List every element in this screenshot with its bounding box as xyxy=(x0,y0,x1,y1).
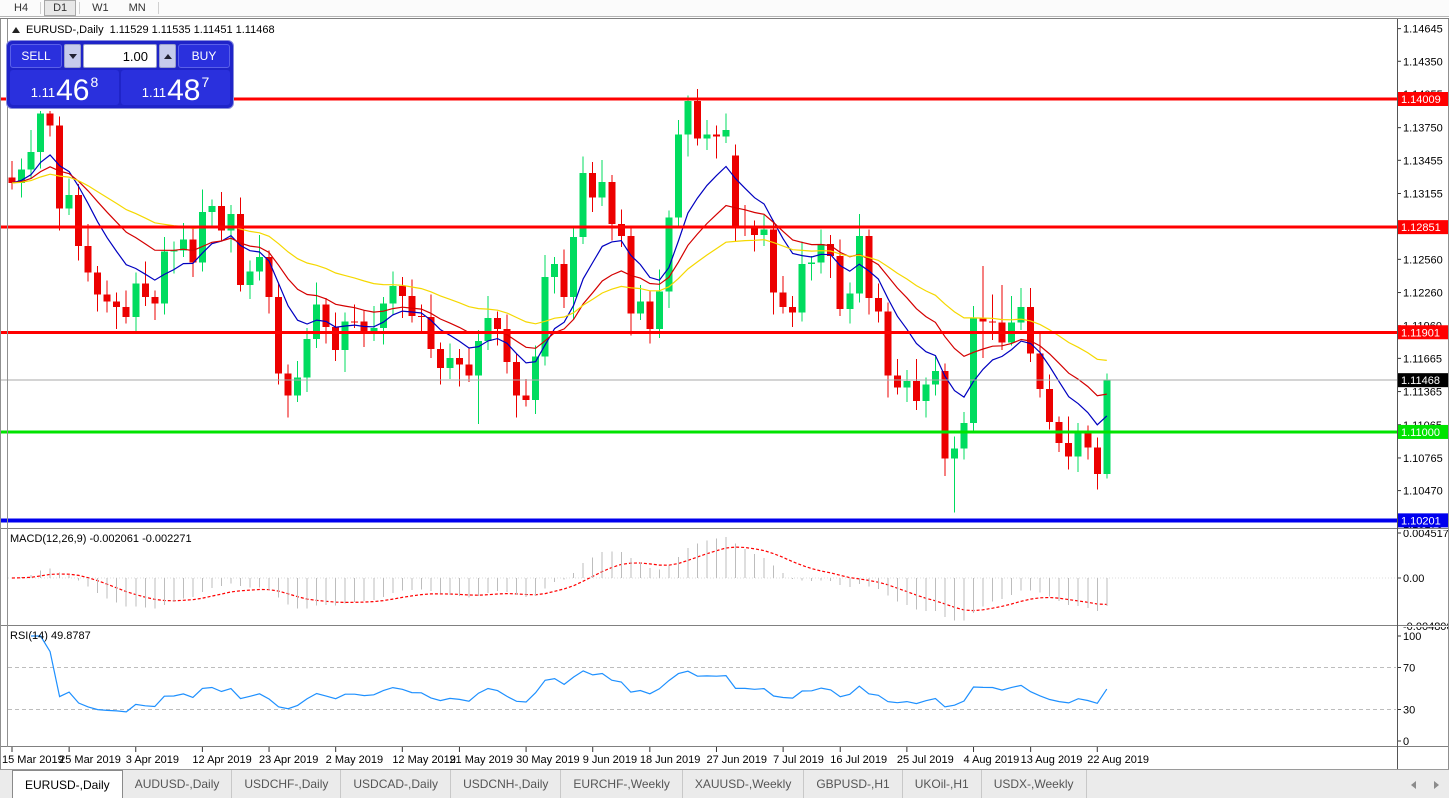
toolbar-separator xyxy=(157,2,159,14)
one-click-trading-panel: SELL BUY 1.11 46 8 1.11 48 7 xyxy=(6,40,234,109)
toolbar-separator xyxy=(40,2,42,14)
horizontal-level-lines xyxy=(1,97,1397,523)
svg-text:12 Apr 2019: 12 Apr 2019 xyxy=(192,754,251,766)
tab-ukoil-h1[interactable]: UKOil-,H1 xyxy=(903,770,982,798)
svg-text:1.13750: 1.13750 xyxy=(1403,123,1443,135)
buy-price-display[interactable]: 1.11 48 7 xyxy=(121,70,230,105)
svg-text:12 May 2019: 12 May 2019 xyxy=(392,754,456,766)
svg-text:1.11665: 1.11665 xyxy=(1403,353,1442,365)
svg-text:100: 100 xyxy=(1403,631,1421,643)
buy-price-prefix: 1.11 xyxy=(141,85,167,100)
macd-label: MACD(12,26,9) -0.002061 -0.002271 xyxy=(10,533,192,545)
tab-scroll-controls xyxy=(1411,770,1439,799)
svg-text:1.10470: 1.10470 xyxy=(1403,486,1443,498)
timeframe-toolbar: H4 D1 W1 MN xyxy=(0,0,1449,17)
svg-text:15 Mar 2019: 15 Mar 2019 xyxy=(2,754,64,766)
svg-text:23 Apr 2019: 23 Apr 2019 xyxy=(259,754,318,766)
svg-text:1.10765: 1.10765 xyxy=(1403,453,1443,465)
tab-eurusd-daily[interactable]: EURUSD-,Daily xyxy=(12,770,123,798)
svg-text:18 Jun 2019: 18 Jun 2019 xyxy=(640,754,701,766)
svg-text:30: 30 xyxy=(1403,705,1415,717)
candlestick-chart-surface[interactable]: 1.146451.143501.140551.137501.134551.131… xyxy=(0,18,1449,769)
svg-text:1.11468: 1.11468 xyxy=(1401,375,1440,387)
symbol-tab-bar: EURUSD-,Daily AUDUSD-,Daily USDCHF-,Dail… xyxy=(0,769,1449,798)
macd-signal-line xyxy=(11,546,1107,612)
chart-ohlc-values: 1.11529 1.11535 1.11451 1.11468 xyxy=(109,24,275,36)
svg-text:25 Jul 2019: 25 Jul 2019 xyxy=(897,754,954,766)
tab-gbpusd-h1[interactable]: GBPUSD-,H1 xyxy=(804,770,903,798)
svg-text:25 Mar 2019: 25 Mar 2019 xyxy=(59,754,121,766)
rsi-panel: 100 70 30 0 RSI(14) 49.8787 xyxy=(8,630,1421,748)
svg-text:1.13455: 1.13455 xyxy=(1403,155,1443,167)
svg-text:1.14645: 1.14645 xyxy=(1403,24,1443,36)
tab-xauusd-weekly[interactable]: XAUUSD-,Weekly xyxy=(683,770,805,798)
buy-button[interactable]: BUY xyxy=(178,44,230,68)
tab-scroll-right-icon[interactable] xyxy=(1434,780,1439,789)
svg-text:13 Aug 2019: 13 Aug 2019 xyxy=(1021,754,1083,766)
buy-price-pipette: 7 xyxy=(201,74,210,90)
sell-price-display[interactable]: 1.11 46 8 xyxy=(10,70,119,105)
svg-text:3 Apr 2019: 3 Apr 2019 xyxy=(126,754,179,766)
volume-input[interactable] xyxy=(83,44,157,68)
tab-scroll-left-icon[interactable] xyxy=(1411,780,1416,789)
svg-text:0.004517: 0.004517 xyxy=(1403,528,1449,540)
symbol-triangle-icon xyxy=(12,27,20,33)
svg-text:1.13155: 1.13155 xyxy=(1403,188,1443,200)
svg-text:7 Jul 2019: 7 Jul 2019 xyxy=(773,754,824,766)
timeframe-h4-button[interactable]: H4 xyxy=(14,2,29,14)
svg-text:1.12260: 1.12260 xyxy=(1403,288,1443,300)
svg-text:2 May 2019: 2 May 2019 xyxy=(326,754,383,766)
svg-text:27 Jun 2019: 27 Jun 2019 xyxy=(706,754,767,766)
rsi-label: RSI(14) 49.8787 xyxy=(10,630,91,642)
svg-text:1.11901: 1.11901 xyxy=(1401,327,1440,339)
svg-text:1.14009: 1.14009 xyxy=(1401,94,1441,106)
sell-price-pipette: 8 xyxy=(90,74,99,90)
svg-text:1.10201: 1.10201 xyxy=(1401,515,1441,527)
tab-audusd-daily[interactable]: AUDUSD-,Daily xyxy=(123,770,233,798)
candlesticks xyxy=(8,88,1111,513)
chevron-down-icon xyxy=(68,53,77,59)
svg-text:1.12560: 1.12560 xyxy=(1403,254,1443,266)
rsi-line xyxy=(31,635,1108,713)
sell-button[interactable]: SELL xyxy=(10,44,62,68)
timeframe-w1-button[interactable]: W1 xyxy=(92,2,109,14)
timeframe-d1-button[interactable]: D1 xyxy=(44,0,77,16)
volume-increase-button[interactable] xyxy=(159,44,176,68)
tab-eurchf-weekly[interactable]: EURCHF-,Weekly xyxy=(561,770,683,798)
sell-price-prefix: 1.11 xyxy=(30,85,56,100)
macd-histogram xyxy=(21,537,1108,621)
chevron-up-icon xyxy=(163,53,172,59)
timeframe-mn-button[interactable]: MN xyxy=(128,2,146,14)
sell-price-big-digits: 46 xyxy=(56,73,90,107)
tab-usdx-weekly[interactable]: USDX-,Weekly xyxy=(982,770,1087,798)
svg-text:1.14350: 1.14350 xyxy=(1403,56,1443,68)
tab-usdcnh-daily[interactable]: USDCNH-,Daily xyxy=(451,770,562,798)
svg-text:0: 0 xyxy=(1403,736,1409,748)
tab-usdchf-daily[interactable]: USDCHF-,Daily xyxy=(232,770,342,798)
svg-text:16 Jul 2019: 16 Jul 2019 xyxy=(830,754,887,766)
chart-window: 1.146451.143501.140551.137501.134551.131… xyxy=(0,18,1449,769)
tab-usdcad-daily[interactable]: USDCAD-,Daily xyxy=(341,770,452,798)
buy-price-big-digits: 48 xyxy=(167,73,201,107)
volume-decrease-button[interactable] xyxy=(64,44,81,68)
chart-symbol-label: EURUSD-,Daily xyxy=(26,24,104,36)
price-axis: 1.146451.143501.140551.137501.134551.131… xyxy=(1397,18,1449,769)
svg-text:1.11365: 1.11365 xyxy=(1403,387,1442,399)
svg-text:22 Aug 2019: 22 Aug 2019 xyxy=(1087,754,1149,766)
chart-title-bar: EURUSD-,Daily 1.11529 1.11535 1.11451 1.… xyxy=(12,24,275,36)
svg-text:0.00: 0.00 xyxy=(1403,573,1424,585)
svg-text:70: 70 xyxy=(1403,663,1415,675)
svg-text:1.11000: 1.11000 xyxy=(1401,427,1440,439)
toolbar-separator xyxy=(79,2,81,14)
svg-text:21 May 2019: 21 May 2019 xyxy=(449,754,513,766)
svg-text:9 Jun 2019: 9 Jun 2019 xyxy=(583,754,637,766)
svg-text:4 Aug 2019: 4 Aug 2019 xyxy=(964,754,1020,766)
svg-text:1.12851: 1.12851 xyxy=(1401,222,1441,234)
svg-text:30 May 2019: 30 May 2019 xyxy=(516,754,580,766)
